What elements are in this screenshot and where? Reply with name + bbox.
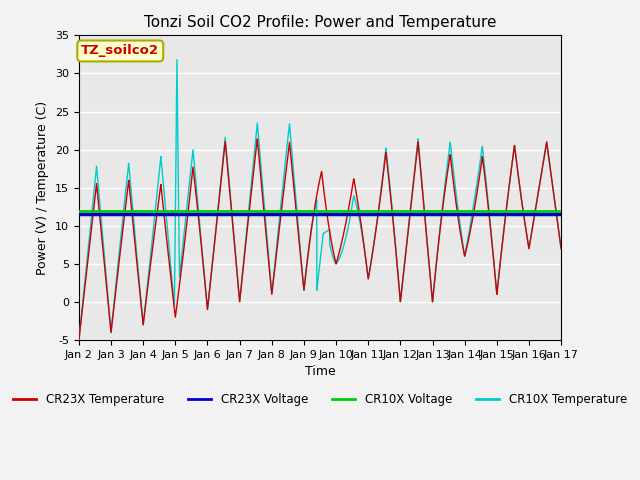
Y-axis label: Power (V) / Temperature (C): Power (V) / Temperature (C)	[36, 101, 49, 275]
Title: Tonzi Soil CO2 Profile: Power and Temperature: Tonzi Soil CO2 Profile: Power and Temper…	[144, 15, 496, 30]
Legend: CR23X Temperature, CR23X Voltage, CR10X Voltage, CR10X Temperature: CR23X Temperature, CR23X Voltage, CR10X …	[8, 388, 632, 410]
X-axis label: Time: Time	[305, 365, 335, 378]
Text: TZ_soilco2: TZ_soilco2	[81, 45, 159, 58]
